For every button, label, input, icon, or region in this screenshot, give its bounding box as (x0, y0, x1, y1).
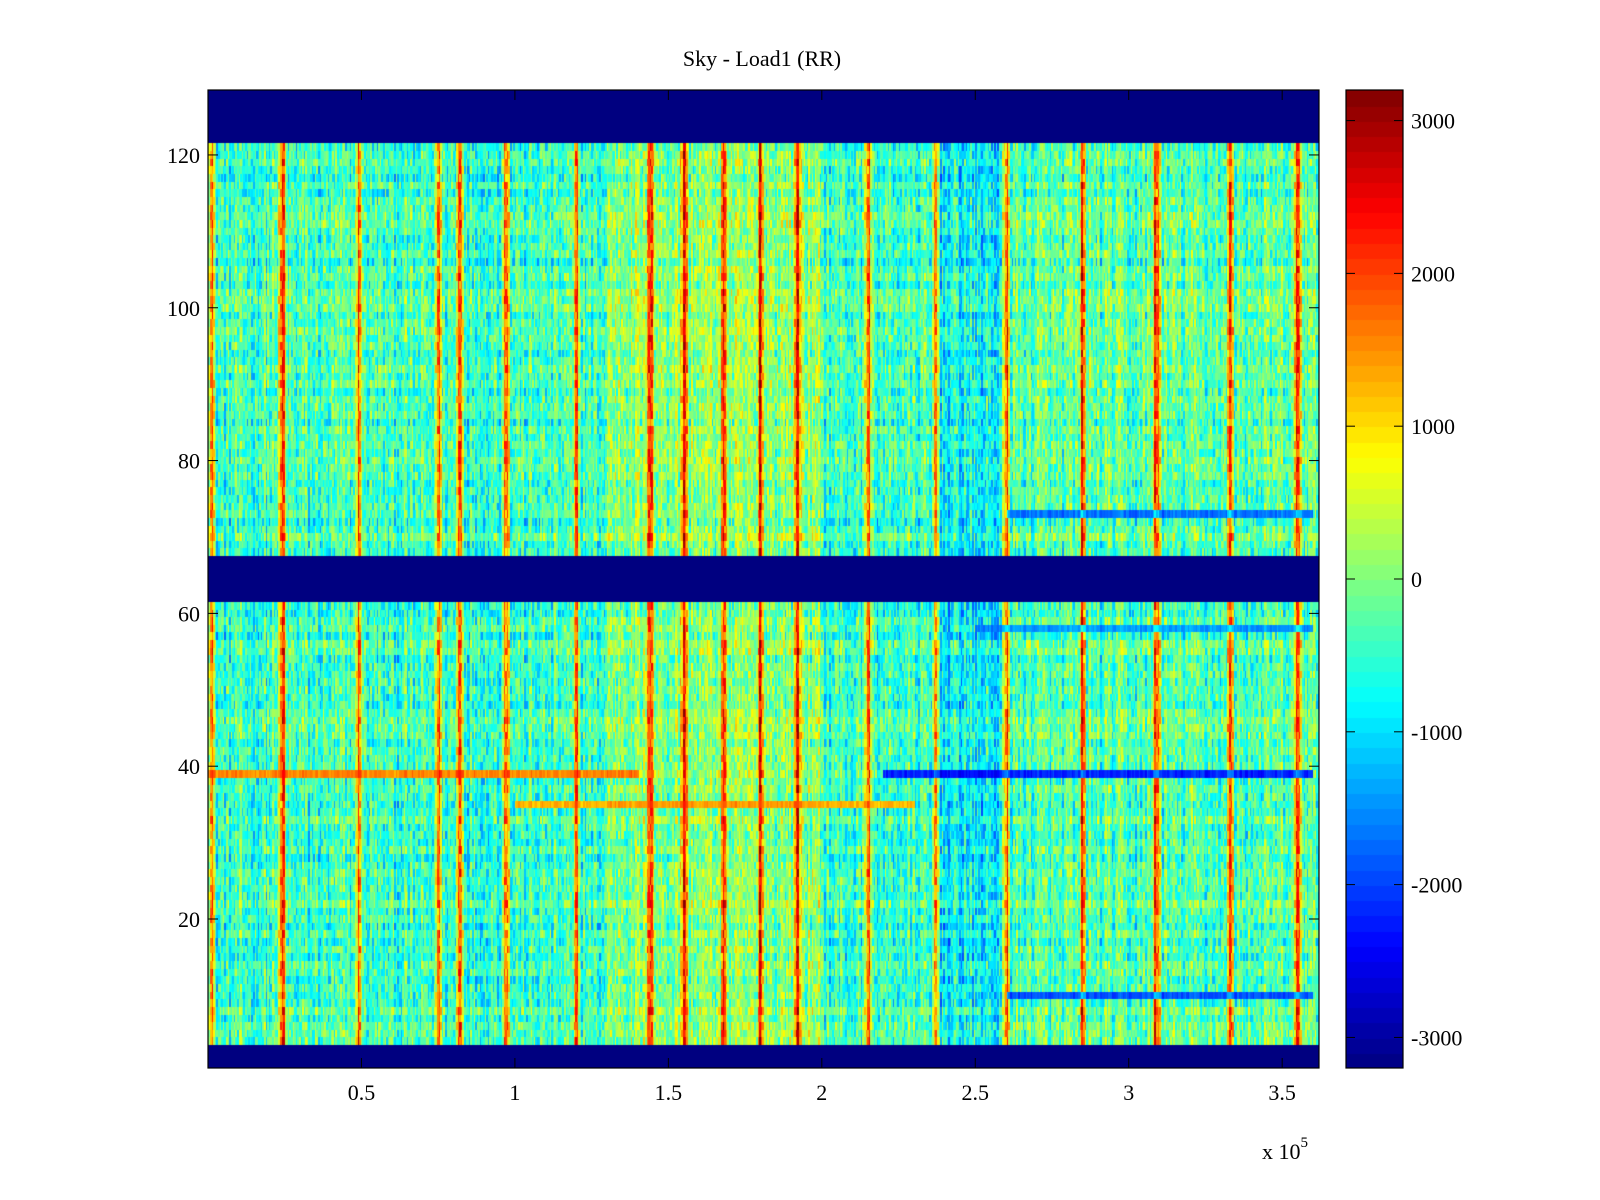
chart-title: Sky - Load1 (RR) (683, 46, 841, 71)
y-tick-label: 80 (178, 449, 200, 474)
colorbar-tick-label: 3000 (1411, 109, 1455, 134)
x-axis: 0.5 1 1.5 2 2.5 3 3.5 (348, 90, 1296, 1105)
colorbar-tick-label: -3000 (1411, 1025, 1462, 1050)
plot-frame (207, 89, 1320, 1069)
x-tick-label: 0.5 (348, 1080, 376, 1105)
colorbar-tick-label: 2000 (1411, 261, 1455, 286)
x-multiplier-exponent: 5 (1301, 1135, 1309, 1151)
x-tick-label: 1.5 (655, 1080, 683, 1105)
colorbar-axis: -3000 -2000 -1000 0 1000 2000 3000 (1346, 109, 1462, 1050)
colorbar-tick-label: 1000 (1411, 414, 1455, 439)
x-tick-label: 2 (816, 1080, 827, 1105)
colorbar (1346, 90, 1403, 1068)
x-multiplier-label: x 105 (1262, 1135, 1308, 1164)
x-tick-label: 3 (1123, 1080, 1134, 1105)
y-tick-label: 20 (178, 907, 200, 932)
colorbar-tick-label: -2000 (1411, 873, 1462, 898)
y-tick-label: 60 (178, 601, 200, 626)
y-tick-label: 120 (167, 143, 200, 168)
y-tick-label: 40 (178, 754, 200, 779)
x-tick-label: 1 (509, 1080, 520, 1105)
heatmap-image (208, 90, 1319, 1068)
x-tick-label: 3.5 (1268, 1080, 1296, 1105)
colorbar-tick-label: 0 (1411, 567, 1422, 592)
y-axis: 20 40 60 80 100 120 (167, 143, 1319, 932)
x-tick-label: 2.5 (962, 1080, 990, 1105)
y-tick-label: 100 (167, 296, 200, 321)
colorbar-tick-label: -1000 (1411, 720, 1462, 745)
